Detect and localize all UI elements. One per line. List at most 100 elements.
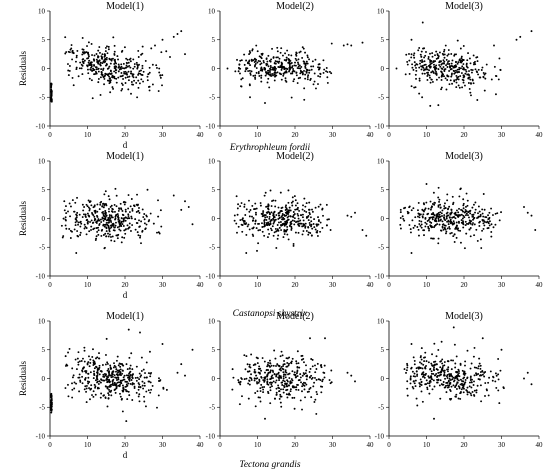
data-point bbox=[116, 355, 119, 358]
data-point bbox=[274, 218, 277, 221]
data-point bbox=[290, 72, 292, 75]
y-tick-label: -10 bbox=[36, 122, 46, 130]
data-point bbox=[277, 372, 280, 375]
species-caption: Erythrophleum fordii bbox=[229, 142, 311, 153]
data-point bbox=[445, 64, 447, 67]
data-point bbox=[269, 67, 271, 70]
data-point bbox=[500, 211, 502, 214]
data-point bbox=[482, 193, 485, 195]
data-point bbox=[269, 60, 272, 63]
data-point bbox=[405, 53, 408, 56]
data-point bbox=[65, 227, 68, 230]
data-point bbox=[138, 211, 141, 214]
data-point bbox=[268, 217, 271, 220]
data-point bbox=[272, 66, 274, 69]
data-point bbox=[305, 202, 308, 205]
data-point bbox=[290, 360, 293, 363]
data-point bbox=[91, 97, 94, 100]
data-point bbox=[271, 374, 274, 377]
data-point bbox=[487, 381, 490, 384]
data-point bbox=[260, 68, 263, 71]
data-point bbox=[118, 385, 121, 388]
data-point bbox=[295, 54, 298, 57]
data-point bbox=[96, 368, 99, 371]
data-point bbox=[278, 57, 281, 60]
data-point bbox=[124, 385, 127, 388]
data-point bbox=[413, 224, 416, 227]
x-tick-label: 10 bbox=[254, 441, 262, 449]
data-point bbox=[50, 403, 53, 406]
data-point bbox=[121, 210, 124, 212]
data-point bbox=[101, 205, 104, 207]
data-point bbox=[292, 211, 295, 213]
data-point bbox=[270, 219, 273, 222]
data-point bbox=[459, 397, 462, 400]
data-point bbox=[83, 388, 86, 391]
data-point bbox=[422, 47, 424, 50]
data-point bbox=[94, 362, 96, 365]
data-point bbox=[50, 405, 53, 408]
data-point bbox=[441, 383, 444, 386]
data-point bbox=[50, 401, 53, 404]
data-point bbox=[455, 78, 458, 81]
data-point bbox=[137, 386, 140, 388]
data-point bbox=[415, 63, 418, 66]
data-point bbox=[257, 381, 260, 384]
data-point bbox=[284, 220, 287, 223]
data-point bbox=[102, 219, 105, 222]
x-tick-label: 20 bbox=[122, 131, 130, 139]
data-point bbox=[302, 204, 304, 207]
data-point bbox=[243, 203, 246, 206]
data-point bbox=[86, 57, 89, 60]
data-point bbox=[448, 227, 451, 230]
data-point bbox=[284, 206, 287, 208]
data-point bbox=[144, 227, 147, 230]
data-point bbox=[257, 242, 260, 245]
data-point bbox=[419, 361, 421, 364]
data-point bbox=[421, 367, 424, 370]
data-point bbox=[75, 220, 78, 222]
data-point bbox=[121, 372, 124, 375]
data-point bbox=[365, 234, 368, 237]
data-point bbox=[447, 53, 450, 56]
data-point bbox=[145, 390, 148, 393]
data-point bbox=[483, 208, 486, 211]
data-point bbox=[126, 73, 129, 76]
data-point bbox=[130, 217, 133, 220]
data-point bbox=[116, 237, 119, 240]
data-point bbox=[148, 380, 151, 383]
data-point bbox=[103, 77, 106, 80]
data-point bbox=[249, 376, 251, 379]
data-point bbox=[270, 58, 273, 61]
data-point bbox=[305, 364, 307, 367]
data-point bbox=[442, 223, 445, 226]
data-point bbox=[269, 369, 272, 372]
data-point bbox=[275, 391, 278, 394]
data-point bbox=[100, 57, 103, 60]
data-point bbox=[98, 208, 101, 211]
data-point bbox=[116, 55, 119, 58]
data-point bbox=[113, 77, 116, 80]
data-point bbox=[119, 66, 122, 69]
data-point bbox=[87, 41, 90, 44]
data-point bbox=[107, 392, 110, 395]
data-point bbox=[113, 53, 116, 56]
data-point bbox=[292, 216, 295, 218]
data-point bbox=[133, 387, 136, 389]
data-point bbox=[312, 385, 315, 388]
data-point bbox=[439, 366, 442, 369]
data-point bbox=[86, 45, 88, 47]
data-point bbox=[276, 46, 279, 49]
data-point bbox=[484, 371, 487, 373]
data-point bbox=[268, 381, 271, 384]
data-point bbox=[291, 396, 294, 399]
data-point bbox=[254, 392, 257, 394]
y-tick-label: 0 bbox=[42, 375, 46, 383]
x-axis-label: d bbox=[123, 290, 128, 300]
data-point bbox=[448, 70, 451, 72]
data-point bbox=[437, 186, 440, 189]
data-point bbox=[93, 59, 96, 62]
data-point bbox=[291, 204, 294, 207]
data-point bbox=[471, 223, 474, 226]
data-point bbox=[444, 202, 446, 205]
